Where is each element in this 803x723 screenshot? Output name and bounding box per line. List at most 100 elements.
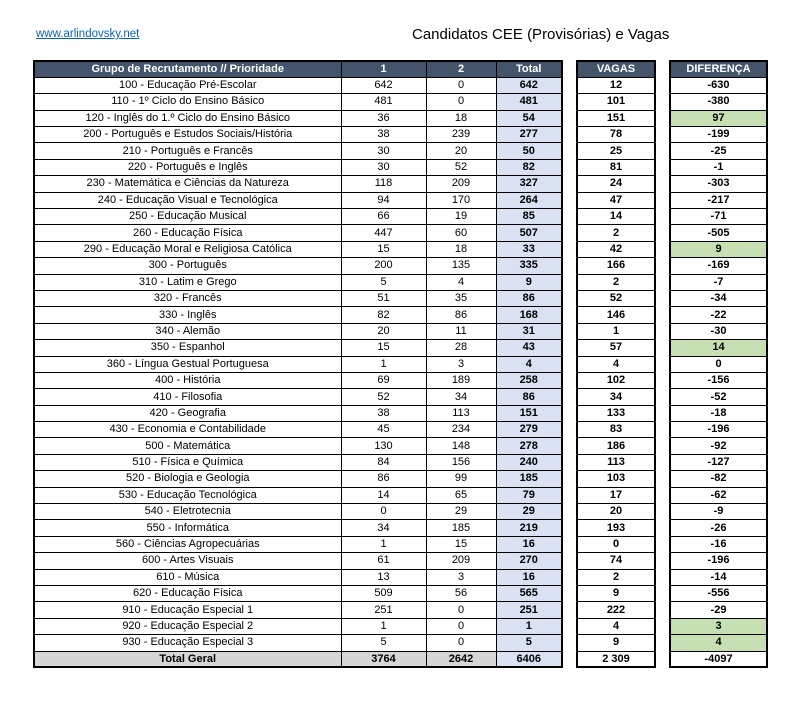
vagas-row: 52 [576, 289, 656, 308]
cell-diferenca: -71 [669, 208, 768, 226]
cell-vagas: 57 [576, 339, 656, 357]
table-row: 410 - Filosofia 52 34 86 [33, 388, 563, 406]
cell-total: 86 [495, 289, 563, 308]
cell-priority2: 4 [425, 273, 497, 291]
col-header-vagas: VAGAS [576, 60, 656, 78]
cell-vagas: 25 [576, 142, 656, 160]
vagas-row: 2 [576, 273, 656, 291]
diferenca-table: DIFERENÇA -630 -380 97 -199 -25 -1 -303 -217 -71… [669, 60, 768, 669]
cell-group: 110 - 1º Ciclo do Ensino Básico [33, 93, 342, 111]
cell-group: 610 - Música [33, 568, 342, 587]
cell-group: 250 - Educação Musical [33, 208, 342, 226]
cell-total: 9 [495, 273, 563, 291]
cell-priority1: 69 [340, 371, 427, 390]
diferenca-row: -303 [669, 175, 768, 193]
cell-priority1: 30 [340, 158, 427, 177]
cell-priority1: 5 [340, 273, 427, 291]
cell-diferenca: -556 [669, 584, 768, 603]
cell-group: 350 - Espanhol [33, 339, 342, 357]
table-row: 330 - Inglês 82 86 168 [33, 306, 563, 324]
cell-diferenca: -196 [669, 552, 768, 570]
cell-group: 550 - Informática [33, 519, 342, 537]
table-row: 110 - 1º Ciclo do Ensino Básico 481 0 481 [33, 93, 563, 111]
diferenca-row: -196 [669, 421, 768, 439]
vagas-row: 103 [576, 470, 656, 488]
cell-diferenca: -199 [669, 126, 768, 144]
cell-priority1: 86 [340, 470, 427, 488]
diferenca-row: -34 [669, 289, 768, 308]
cell-diferenca: -52 [669, 388, 768, 406]
vagas-row: 0 [576, 535, 656, 554]
cell-priority2: 3 [425, 355, 497, 373]
cell-diferenca: -30 [669, 322, 768, 341]
vagas-row: 20 [576, 503, 656, 521]
table-row: 910 - Educação Especial 1 251 0 251 [33, 601, 563, 619]
cell-priority1: 0 [340, 503, 427, 521]
site-link[interactable]: www.arlindovsky.net [36, 28, 140, 40]
vagas-header-row: VAGAS [576, 60, 656, 78]
table-row: 300 - Português 200 135 335 [33, 257, 563, 275]
cell-priority1: 51 [340, 289, 427, 308]
diferenca-row: 0 [669, 355, 768, 373]
vagas-row: 2 [576, 224, 656, 242]
vagas-row: 74 [576, 552, 656, 570]
cell-priority2: 29 [425, 503, 497, 521]
cell-diferenca: 3 [669, 617, 768, 636]
vagas-row: 17 [576, 486, 656, 505]
cell-total: 185 [495, 470, 563, 488]
cell-priority1: 20 [340, 322, 427, 341]
cell-priority2: 0 [425, 601, 497, 619]
cell-group: 210 - Português e Francês [33, 142, 342, 160]
cell-diferenca: 0 [669, 355, 768, 373]
diferenca-row: -505 [669, 224, 768, 242]
vagas-row: 102 [576, 371, 656, 390]
table-row: 510 - Física e Química 84 156 240 [33, 453, 563, 472]
cell-priority1: 642 [340, 76, 427, 95]
table-row: 500 - Matemática 130 148 278 [33, 437, 563, 455]
table-row: 350 - Espanhol 15 28 43 [33, 339, 563, 357]
cell-total: 270 [495, 552, 563, 570]
cell-total: 16 [495, 568, 563, 587]
cell-priority1: 82 [340, 306, 427, 324]
page-title: Candidatos CEE (Provisórias) e Vagas [412, 26, 670, 43]
diferenca-row: -630 [669, 76, 768, 95]
vagas-row: 1 [576, 322, 656, 341]
cell-priority2: 52 [425, 158, 497, 177]
vagas-row: 12 [576, 76, 656, 95]
table-row: 540 - Eletrotecnia 0 29 29 [33, 503, 563, 521]
table-row: 530 - Educação Tecnológica 14 65 79 [33, 486, 563, 505]
cell-priority2: 189 [425, 371, 497, 390]
cell-group: 930 - Educação Especial 3 [33, 634, 342, 652]
cell-diferenca: 97 [669, 109, 768, 128]
diferenca-row: -156 [669, 371, 768, 390]
vagas-row: 25 [576, 142, 656, 160]
cell-total: 4 [495, 355, 563, 373]
cell-priority1: 1 [340, 617, 427, 636]
vagas-row: 2 [576, 568, 656, 587]
cell-priority2: 185 [425, 519, 497, 537]
diferenca-row: -62 [669, 486, 768, 505]
cell-priority1: 84 [340, 453, 427, 472]
diferenca-row: -22 [669, 306, 768, 324]
cell-group: 200 - Português e Estudos Sociais/Histór… [33, 126, 342, 144]
table-row: 290 - Educação Moral e Religiosa Católic… [33, 240, 563, 259]
cell-priority1: 94 [340, 191, 427, 210]
diferenca-row: 3 [669, 617, 768, 636]
cell-vagas: 74 [576, 552, 656, 570]
cell-vagas: 151 [576, 109, 656, 128]
cell-priority2: 34 [425, 388, 497, 406]
cell-priority1: 1 [340, 535, 427, 554]
diferenca-row: -18 [669, 404, 768, 423]
cell-total: 240 [495, 453, 563, 472]
diferenca-table-body: -630 -380 97 -199 -25 -1 -303 -217 -71 -505 9 -169-… [669, 76, 768, 668]
vagas-row: 47 [576, 191, 656, 210]
table-row: 230 - Matemática e Ciências da Natureza 1… [33, 175, 563, 193]
cell-vagas: 52 [576, 289, 656, 308]
cell-group: 360 - Língua Gestual Portuguesa [33, 355, 342, 373]
cell-diferenca: -82 [669, 470, 768, 488]
vagas-row: 113 [576, 453, 656, 472]
cell-group: 240 - Educação Visual e Tecnológica [33, 191, 342, 210]
cell-vagas: 101 [576, 93, 656, 111]
cell-vagas: 78 [576, 126, 656, 144]
